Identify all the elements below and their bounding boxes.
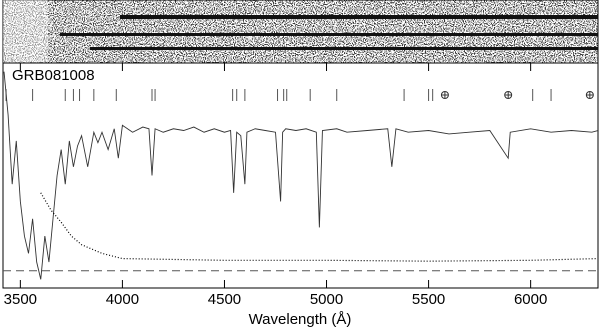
x-tick-label: 6000 — [514, 291, 547, 308]
telluric-marker — [585, 91, 594, 99]
2d-spectrum — [2, 0, 599, 64]
chart-title: GRB081008 — [12, 67, 95, 84]
x-tick-label: 4000 — [106, 291, 139, 308]
spectrum-line — [3, 71, 598, 280]
x-tick-label: 5000 — [310, 291, 343, 308]
plot-frame — [2, 62, 599, 289]
spectrum-line — [40, 192, 598, 262]
x-tick-label: 3500 — [4, 291, 37, 308]
telluric-marker — [440, 91, 449, 99]
telluric-marker — [504, 91, 513, 99]
x-tick-label: 4500 — [208, 291, 241, 308]
x-axis-label: Wavelength (Å) — [249, 311, 352, 328]
x-tick-label: 5500 — [412, 291, 445, 308]
